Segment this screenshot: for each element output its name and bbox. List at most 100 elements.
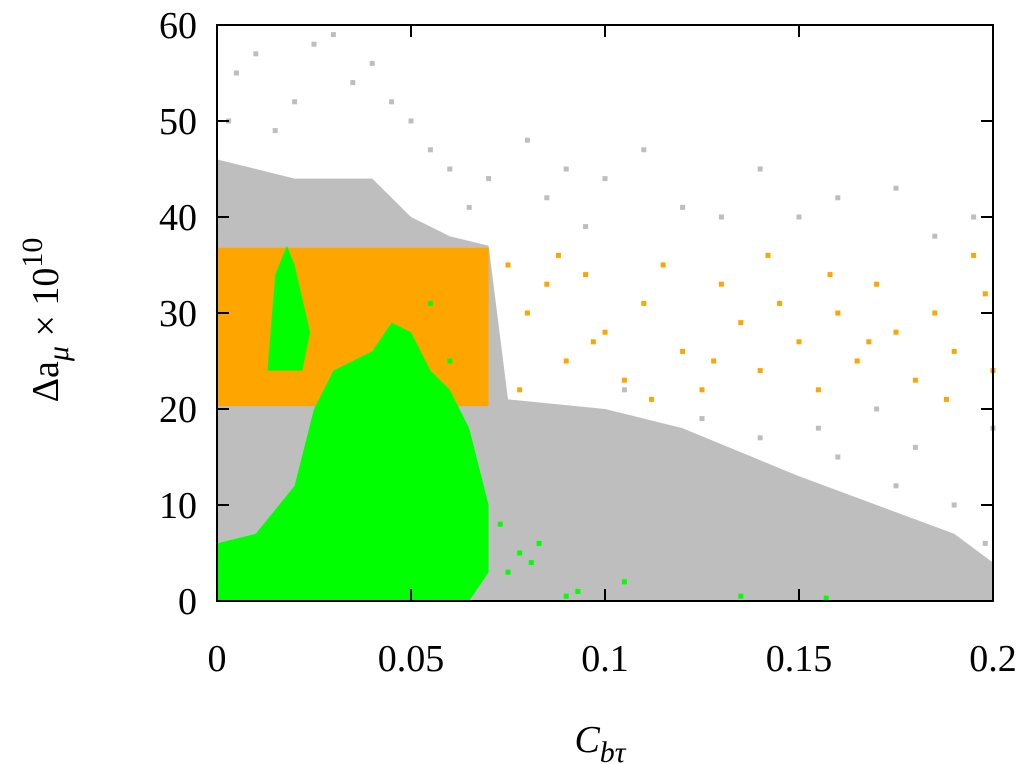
point xyxy=(583,272,589,278)
point xyxy=(765,252,771,258)
point xyxy=(982,291,988,297)
point xyxy=(517,387,523,393)
x-tick-label: 0.05 xyxy=(378,638,445,680)
point xyxy=(621,377,627,383)
point xyxy=(649,396,655,402)
point xyxy=(350,80,356,86)
point xyxy=(874,281,880,287)
point xyxy=(796,214,802,220)
point xyxy=(932,233,938,239)
point xyxy=(447,358,453,364)
point xyxy=(718,214,724,220)
point xyxy=(575,588,581,594)
point xyxy=(835,310,841,316)
point xyxy=(711,358,717,364)
point xyxy=(796,339,802,345)
y-tick-label: 30 xyxy=(159,293,197,335)
point xyxy=(544,195,550,201)
point xyxy=(815,425,821,431)
point xyxy=(524,137,530,143)
point xyxy=(524,310,530,316)
y-axis-label: Δaμ × 1010 xyxy=(16,238,75,403)
point xyxy=(292,99,298,105)
point xyxy=(757,166,763,172)
point xyxy=(660,262,666,268)
point xyxy=(563,358,569,364)
y-tick-label: 50 xyxy=(159,101,197,143)
point xyxy=(590,339,596,345)
point xyxy=(563,593,569,599)
point xyxy=(447,166,453,172)
point xyxy=(815,387,821,393)
point xyxy=(369,60,375,66)
point xyxy=(517,550,523,556)
y-label-sub: μ xyxy=(42,346,75,362)
point xyxy=(641,147,647,153)
point xyxy=(555,252,561,258)
point xyxy=(971,214,977,220)
point xyxy=(874,406,880,412)
x-tick-label: 0 xyxy=(208,638,227,680)
point xyxy=(757,368,763,374)
x-tick-label: 0.1 xyxy=(581,638,629,680)
point xyxy=(272,128,278,134)
point xyxy=(427,147,433,153)
point xyxy=(253,51,259,57)
y-label-base: Δa xyxy=(25,361,67,402)
point xyxy=(912,377,918,383)
point xyxy=(835,195,841,201)
y-tick-label: 20 xyxy=(159,389,197,431)
point xyxy=(912,444,918,450)
point xyxy=(641,300,647,306)
point xyxy=(486,176,492,182)
point xyxy=(505,569,511,575)
point xyxy=(971,252,977,258)
point xyxy=(738,320,744,326)
point xyxy=(951,502,957,508)
point xyxy=(330,32,336,38)
point xyxy=(497,521,503,527)
x-label-base: C xyxy=(574,719,600,761)
x-label-sub: bτ xyxy=(600,736,627,764)
point xyxy=(854,358,860,364)
x-tick-label: 0.15 xyxy=(766,638,833,680)
point xyxy=(932,588,938,594)
x-axis-label: Cbτ xyxy=(574,719,626,764)
point xyxy=(827,272,833,278)
point xyxy=(699,416,705,422)
x-tick-label: 0.2 xyxy=(969,638,1017,680)
point xyxy=(777,300,783,306)
point xyxy=(621,387,627,393)
point xyxy=(738,593,744,599)
point xyxy=(680,348,686,354)
point xyxy=(427,300,433,306)
point xyxy=(408,118,414,124)
point xyxy=(536,540,542,546)
y-tick-label: 40 xyxy=(159,197,197,239)
point xyxy=(680,204,686,210)
point xyxy=(718,281,724,287)
point xyxy=(932,310,938,316)
point xyxy=(699,387,705,393)
y-label-mid: × 10 xyxy=(25,268,67,346)
y-label-sup: 10 xyxy=(16,238,49,268)
point xyxy=(835,454,841,460)
dense-region xyxy=(267,245,311,371)
point xyxy=(621,579,627,585)
point xyxy=(943,396,949,402)
point xyxy=(583,224,589,230)
point xyxy=(893,329,899,335)
point xyxy=(951,348,957,354)
point xyxy=(466,204,472,210)
point xyxy=(602,176,608,182)
point xyxy=(233,70,239,76)
point xyxy=(971,579,977,585)
point xyxy=(982,540,988,546)
y-tick-label: 60 xyxy=(159,5,197,47)
point xyxy=(893,483,899,489)
point xyxy=(544,281,550,287)
point xyxy=(602,329,608,335)
point xyxy=(311,41,317,47)
y-tick-label: 0 xyxy=(178,581,197,623)
